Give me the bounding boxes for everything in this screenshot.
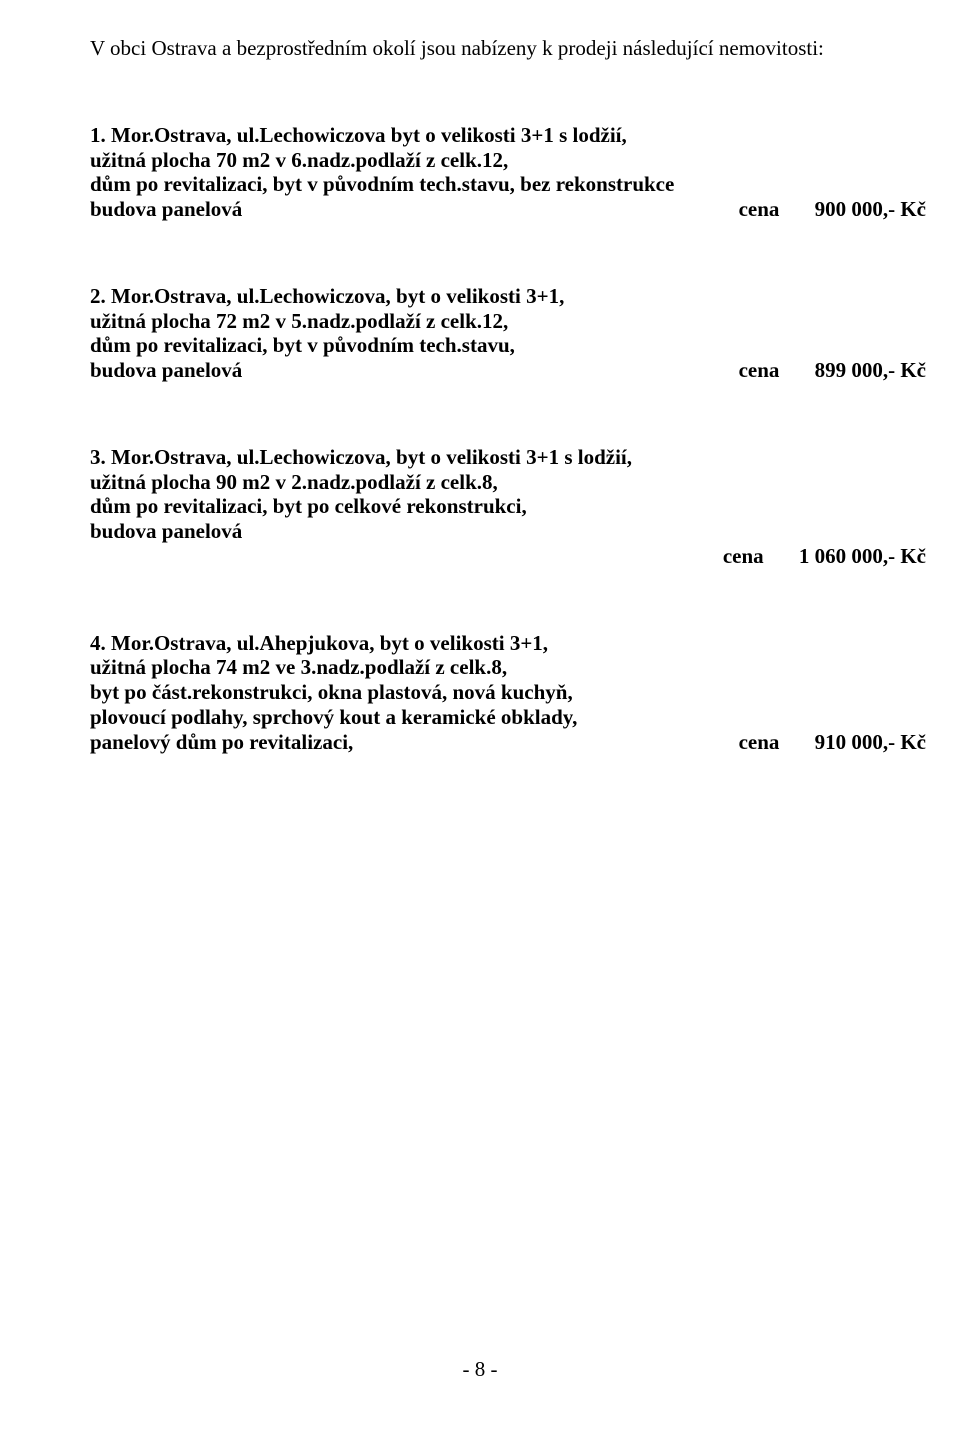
listing-1: 1. Mor.Ostrava, ul.Lechowiczova byt o ve…	[90, 123, 926, 222]
price-column: cena 900 000,- Kč	[739, 197, 926, 222]
price-value: 900 000,- Kč	[815, 197, 926, 222]
listing-line: dům po revitalizaci, byt v původním tech…	[90, 333, 926, 358]
listing-line: užitná plocha 74 m2 ve 3.nadz.podlaží z …	[90, 655, 926, 680]
price-label: cena	[723, 544, 771, 569]
listing-line: 3. Mor.Ostrava, ul.Lechowiczova, byt o v…	[90, 445, 926, 470]
price-value: 1 060 000,- Kč	[799, 544, 926, 569]
listing-line: byt po část.rekonstrukci, okna plastová,…	[90, 680, 926, 705]
price-value: 899 000,- Kč	[815, 358, 926, 383]
listing-line: 2. Mor.Ostrava, ul.Lechowiczova, byt o v…	[90, 284, 926, 309]
listing-line: plovoucí podlahy, sprchový kout a kerami…	[90, 705, 926, 730]
listing-line: užitná plocha 70 m2 v 6.nadz.podlaží z c…	[90, 148, 926, 173]
price-value: 910 000,- Kč	[815, 730, 926, 755]
price-column: cena 899 000,- Kč	[739, 358, 926, 383]
listing-line: budova panelová	[90, 197, 739, 222]
price-label: cena	[739, 197, 787, 222]
listing-4: 4. Mor.Ostrava, ul.Ahepjukova, byt o vel…	[90, 631, 926, 755]
listing-line: panelový dům po revitalizaci,	[90, 730, 739, 755]
intro-text: V obci Ostrava a bezprostředním okolí js…	[90, 36, 926, 61]
listing-2: 2. Mor.Ostrava, ul.Lechowiczova, byt o v…	[90, 284, 926, 383]
price-label: cena	[739, 358, 787, 383]
listing-line: dům po revitalizaci, byt v původním tech…	[90, 172, 926, 197]
listing-3: 3. Mor.Ostrava, ul.Lechowiczova, byt o v…	[90, 445, 926, 569]
listing-line: 4. Mor.Ostrava, ul.Ahepjukova, byt o vel…	[90, 631, 926, 656]
page-number: - 8 -	[0, 1357, 960, 1382]
listing-line: budova panelová	[90, 358, 739, 383]
price-label: cena	[739, 730, 787, 755]
listing-line: dům po revitalizaci, byt po celkové reko…	[90, 494, 926, 519]
listing-line: 1. Mor.Ostrava, ul.Lechowiczova byt o ve…	[90, 123, 926, 148]
price-column: cena 1 060 000,- Kč	[723, 544, 926, 569]
listing-line: užitná plocha 90 m2 v 2.nadz.podlaží z c…	[90, 470, 926, 495]
listing-line: užitná plocha 72 m2 v 5.nadz.podlaží z c…	[90, 309, 926, 334]
listing-line: budova panelová	[90, 519, 926, 544]
price-column: cena 910 000,- Kč	[739, 730, 926, 755]
